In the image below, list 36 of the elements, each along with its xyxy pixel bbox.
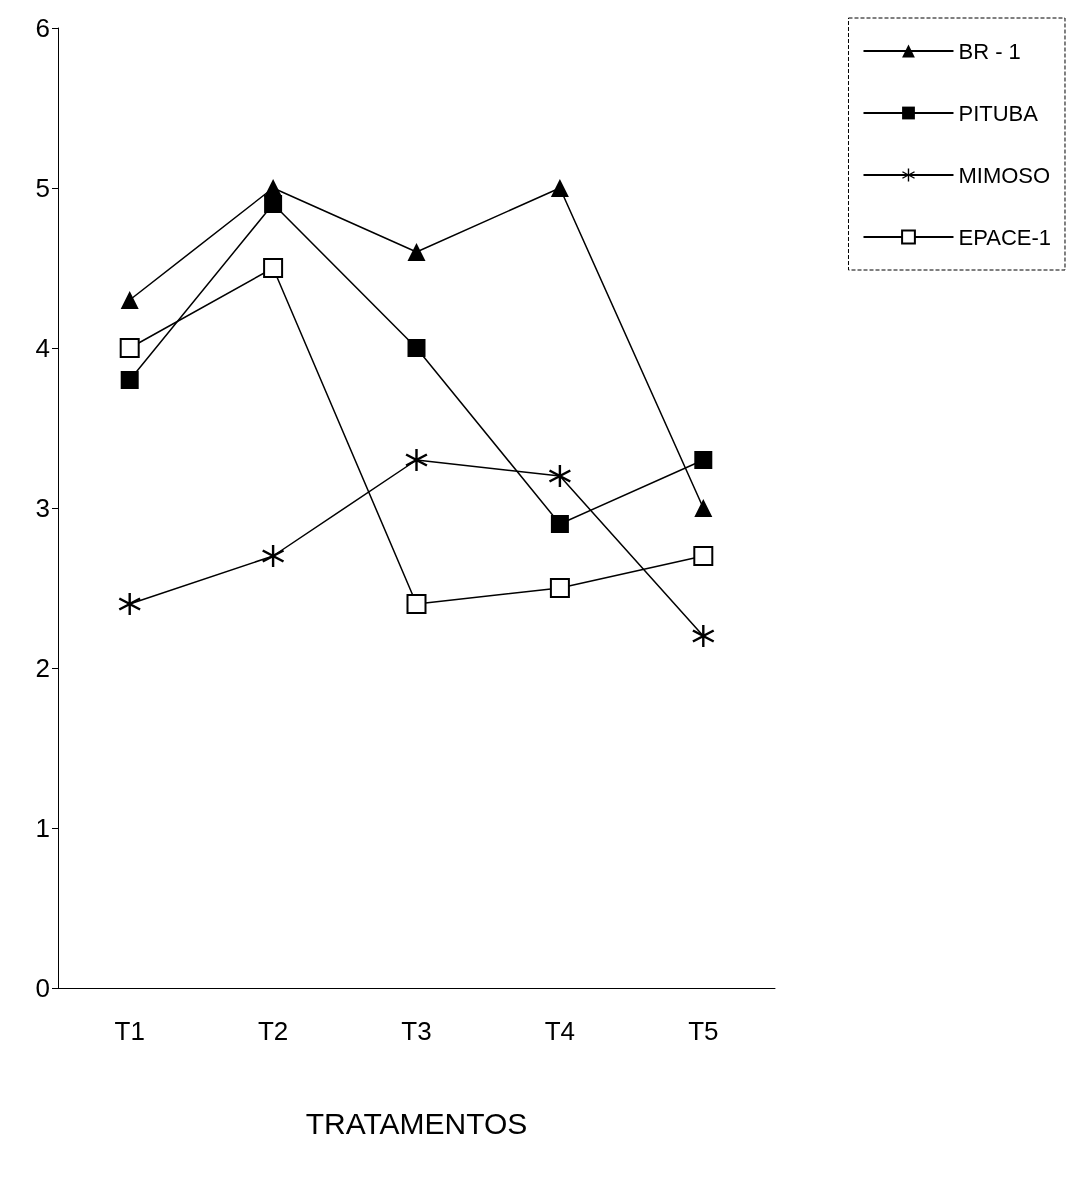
point <box>693 546 714 566</box>
y-tick-label: 4 <box>35 333 50 363</box>
x-tick-label: T2 <box>257 1016 289 1046</box>
point <box>264 195 283 213</box>
point <box>407 339 426 357</box>
x-axis-title: TRATAMENTOS <box>305 1106 528 1140</box>
x-tick-label: T4 <box>544 1016 576 1046</box>
y-tick-label: 5 <box>35 173 50 203</box>
legend-label: MIMOSO <box>958 162 1051 188</box>
y-tick-label: 6 <box>35 13 50 43</box>
legend-label: EPACE-1 <box>958 224 1051 250</box>
point <box>548 465 571 487</box>
point <box>694 451 713 469</box>
point <box>119 338 140 358</box>
point <box>118 593 141 615</box>
point <box>550 179 569 197</box>
point <box>263 258 284 278</box>
point <box>407 243 426 261</box>
y-tick-label: 1 <box>35 813 50 843</box>
point <box>406 594 427 614</box>
legend-label: PITUBA <box>958 100 1039 126</box>
point <box>550 515 569 533</box>
point <box>692 625 715 647</box>
point <box>120 291 139 309</box>
x-tick-label: T1 <box>114 1016 145 1046</box>
x-tick-label: T3 <box>401 1016 432 1046</box>
point <box>262 545 285 567</box>
x-tick-label: T5 <box>688 1016 719 1046</box>
legend-label: BR - 1 <box>958 38 1021 64</box>
y-tick-label: 0 <box>35 973 50 1003</box>
point <box>694 499 713 517</box>
y-tick-label: 2 <box>35 653 50 683</box>
point <box>549 578 570 598</box>
point <box>120 371 139 389</box>
y-tick-label: 3 <box>35 493 50 523</box>
point <box>405 449 428 471</box>
